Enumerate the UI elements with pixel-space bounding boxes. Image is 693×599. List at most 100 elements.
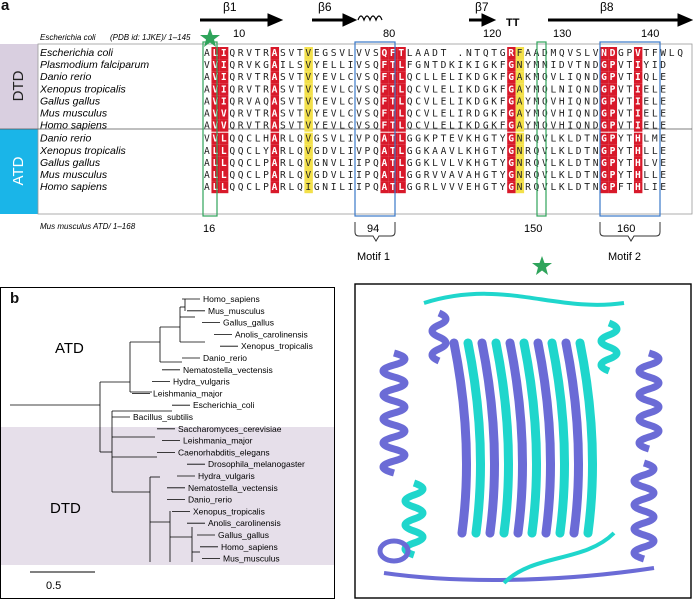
residue: I xyxy=(567,84,573,95)
alpha-helix xyxy=(597,319,621,375)
residue: L xyxy=(255,182,261,193)
residue: S xyxy=(576,48,582,59)
pos-number: 140 xyxy=(641,28,659,40)
residue: V xyxy=(449,182,455,193)
ss-label-beta8: β8 xyxy=(600,0,614,14)
residue: T xyxy=(297,72,303,83)
residue: V xyxy=(542,170,548,181)
pos-number: 160 xyxy=(617,223,635,235)
residue: I xyxy=(305,182,311,193)
residue: L xyxy=(643,146,649,157)
residue: G xyxy=(601,72,607,83)
residue: F xyxy=(500,72,506,83)
residue: F xyxy=(652,48,658,59)
residue: Q xyxy=(229,182,235,193)
residue: L xyxy=(398,84,404,95)
tree-branches xyxy=(10,298,238,562)
residue: Q xyxy=(373,170,379,181)
residue: V xyxy=(331,109,337,120)
residue: L xyxy=(432,182,438,193)
residue: Q xyxy=(229,134,235,145)
residue: T xyxy=(390,146,396,157)
residue: T xyxy=(584,134,590,145)
residue: V xyxy=(356,72,362,83)
residue: C xyxy=(246,134,252,145)
residue: N xyxy=(584,96,590,107)
tree-leaf-label: Nematostella_vectensis xyxy=(188,483,278,493)
panel-b-phylogenetic-tree: Homo_sapiensMus_musculusGallus_gallusAno… xyxy=(0,287,335,599)
residue: T xyxy=(627,109,633,120)
residue: A xyxy=(255,96,261,107)
ss-label-beta7: β7 xyxy=(475,0,489,14)
residue: L xyxy=(339,72,345,83)
residue: L xyxy=(339,170,345,181)
residue: G xyxy=(601,121,607,132)
residue: T xyxy=(390,96,396,107)
species-name: Gallus gallus xyxy=(40,157,101,169)
residue: A xyxy=(204,182,210,193)
residue: T xyxy=(491,182,497,193)
residue: I xyxy=(567,72,573,83)
panel-b-label: b xyxy=(10,290,20,307)
residue: I xyxy=(458,109,464,120)
residue: I xyxy=(356,170,362,181)
species-name: Danio rerio xyxy=(40,71,92,83)
alpha-helix xyxy=(630,459,658,563)
residue: G xyxy=(407,158,413,169)
residue: Q xyxy=(483,48,489,59)
residue: H xyxy=(474,182,480,193)
residue: S xyxy=(365,72,371,83)
residue: Q xyxy=(373,121,379,132)
residue: T xyxy=(441,134,447,145)
residue: P xyxy=(610,96,616,107)
alpha-helix xyxy=(379,349,409,477)
residue: E xyxy=(660,146,666,157)
residue: C xyxy=(415,121,421,132)
residue: K xyxy=(559,182,565,193)
residue: N xyxy=(593,146,599,157)
residue: D xyxy=(576,158,582,169)
residue: G xyxy=(407,146,413,157)
residue: V xyxy=(246,48,252,59)
residue: V xyxy=(331,121,337,132)
residue: M xyxy=(652,134,658,145)
residue: T xyxy=(390,84,396,95)
residue: I xyxy=(458,72,464,83)
residue: T xyxy=(390,60,396,71)
tree-leaf-label: Escherichia_coli xyxy=(193,400,255,410)
residue: L xyxy=(643,134,649,145)
residue: S xyxy=(365,109,371,120)
residue: I xyxy=(221,84,227,95)
residue: N xyxy=(542,60,548,71)
residue: V xyxy=(618,109,624,120)
residue: V xyxy=(356,48,362,59)
residue: E xyxy=(322,96,328,107)
residue: L xyxy=(407,48,413,59)
residue: F xyxy=(381,121,387,132)
tree-leaf-label: Hydra_vulgaris xyxy=(173,377,230,387)
residue: H xyxy=(559,121,565,132)
residue: Q xyxy=(407,121,413,132)
species-name: Mus musculus xyxy=(40,169,108,181)
residue: C xyxy=(246,170,252,181)
residue: F xyxy=(500,109,506,120)
residue: G xyxy=(483,96,489,107)
residue: D xyxy=(474,109,480,120)
beta-strand xyxy=(575,338,597,538)
residue: V xyxy=(458,182,464,193)
residue: T xyxy=(390,134,396,145)
residue: Y xyxy=(500,182,506,193)
residue: A xyxy=(272,109,278,120)
residue: A xyxy=(525,48,531,59)
residue: H xyxy=(474,170,480,181)
residue: P xyxy=(365,182,371,193)
residue: V xyxy=(550,72,556,83)
residue: P xyxy=(610,60,616,71)
residue: L xyxy=(289,170,295,181)
residue: R xyxy=(238,72,244,83)
residue: S xyxy=(322,134,328,145)
residue: G xyxy=(407,170,413,181)
residue: D xyxy=(432,48,438,59)
species-name: Danio rerio xyxy=(40,133,92,145)
residue: Q xyxy=(229,121,235,132)
